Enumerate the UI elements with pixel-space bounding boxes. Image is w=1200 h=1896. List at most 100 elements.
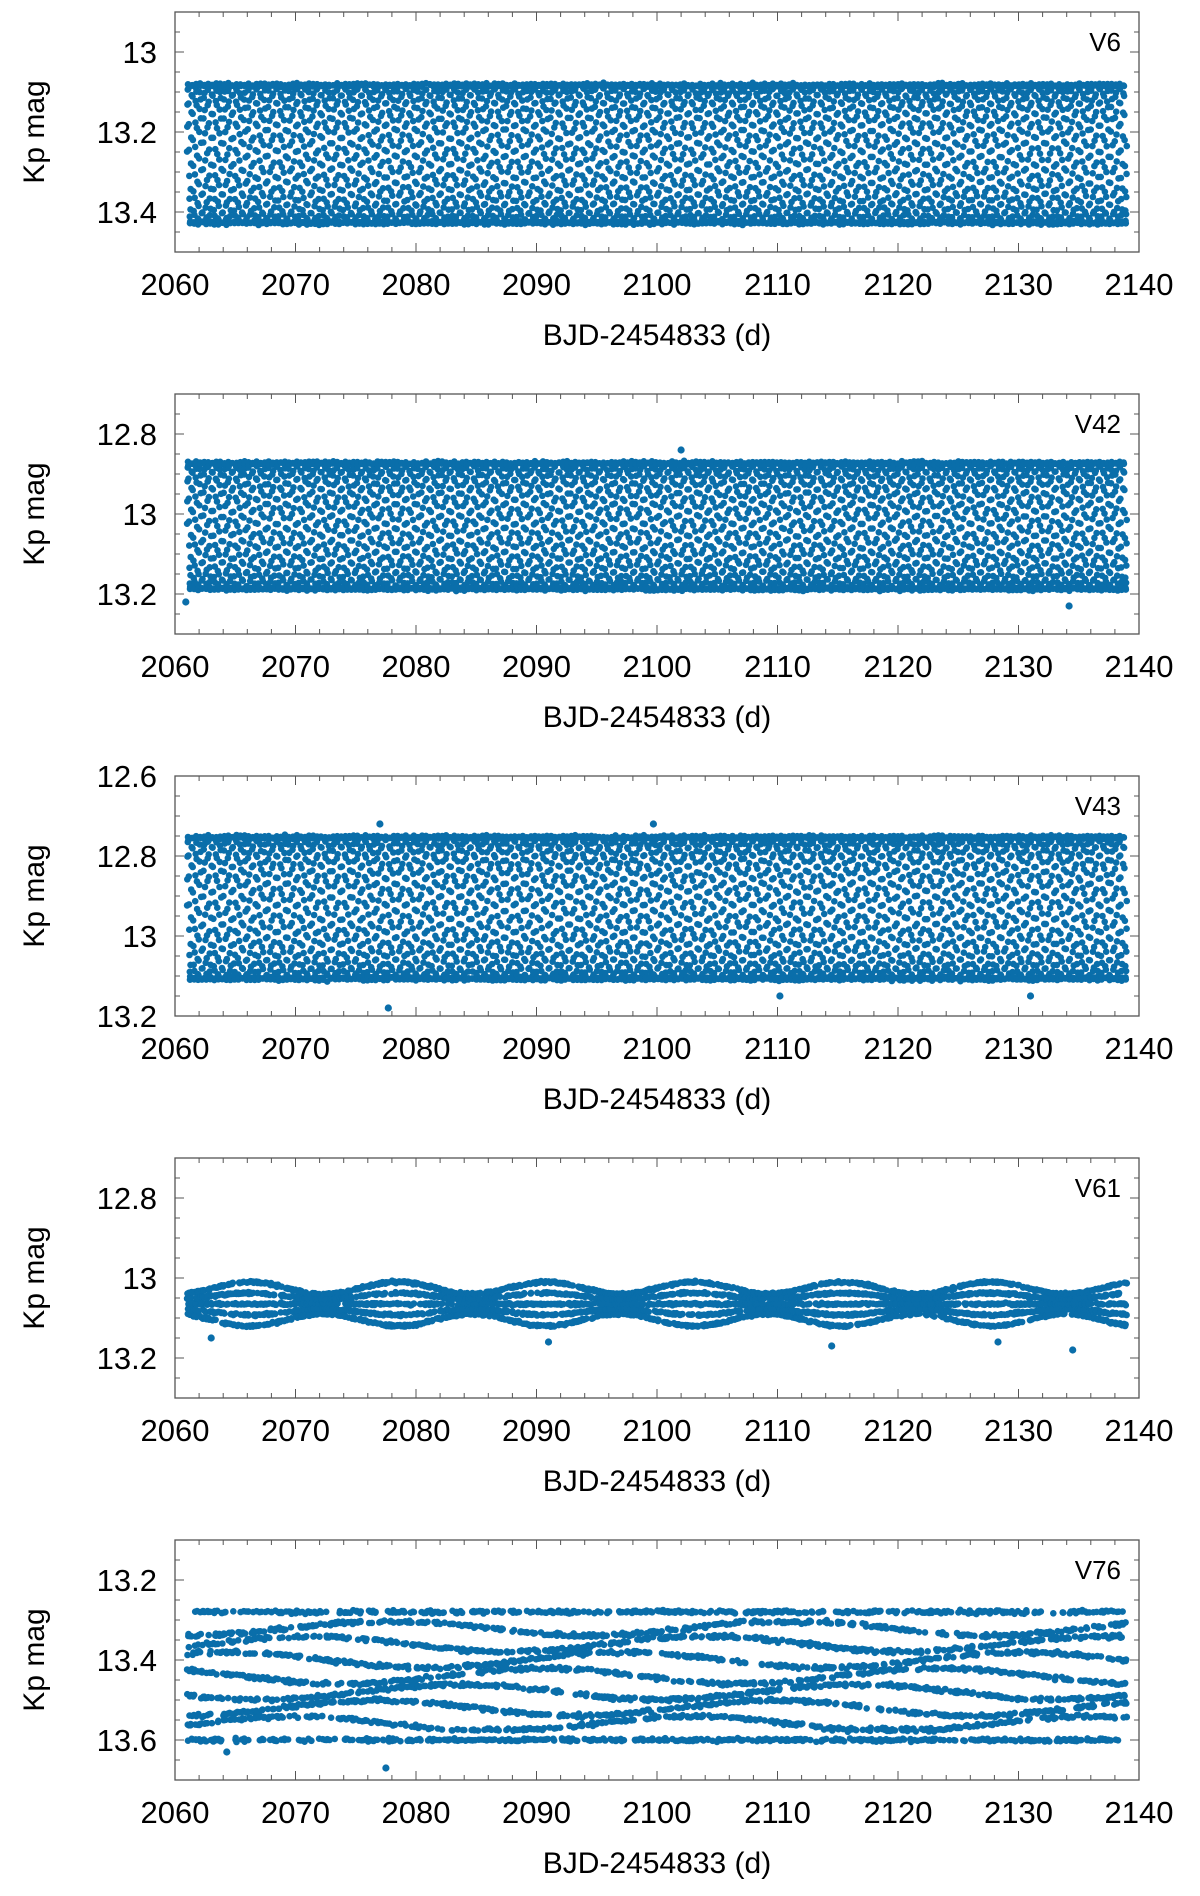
data-point	[320, 516, 328, 524]
data-point	[335, 541, 342, 549]
data-point	[917, 177, 925, 184]
x-tick-label: 2140	[1105, 649, 1174, 684]
data-point	[1042, 167, 1050, 174]
data-point	[1121, 188, 1129, 195]
data-point	[562, 181, 570, 189]
data-point	[786, 157, 794, 164]
data-point	[403, 99, 410, 106]
data-point	[865, 169, 872, 177]
data-point	[330, 106, 338, 113]
data-point	[269, 90, 277, 98]
data-point	[427, 110, 435, 118]
data-point	[274, 520, 282, 528]
data-point	[255, 551, 263, 559]
data-point	[667, 144, 675, 151]
data-point	[348, 191, 356, 199]
data-point	[1101, 137, 1108, 144]
data-point	[1079, 130, 1086, 137]
data-point	[280, 539, 288, 547]
data-point	[631, 153, 638, 160]
data-point	[300, 540, 308, 547]
data-point	[657, 108, 664, 115]
data-point	[940, 170, 947, 178]
data-point	[308, 165, 316, 173]
data-point	[621, 149, 628, 156]
x-tick-label: 2120	[864, 649, 933, 684]
star-label: V6	[1089, 27, 1121, 57]
data-point	[528, 131, 535, 138]
data-point	[647, 194, 654, 201]
data-point	[744, 164, 751, 172]
data-point	[249, 484, 257, 492]
data-point	[586, 191, 594, 199]
data-point	[950, 130, 957, 137]
data-point	[209, 110, 217, 118]
data-point	[375, 170, 383, 178]
data-point	[947, 100, 955, 108]
data-point	[899, 120, 906, 127]
data-point	[215, 202, 223, 210]
data-point	[409, 540, 417, 547]
data-point	[1028, 145, 1036, 152]
data-point	[419, 157, 427, 164]
data-point	[1121, 136, 1128, 144]
data-point	[868, 200, 876, 208]
data-point	[933, 191, 941, 198]
data-point	[909, 181, 916, 188]
y-tick-label: 13.4	[97, 195, 157, 230]
data-point	[314, 98, 321, 106]
data-point	[342, 101, 350, 108]
data-point	[1024, 130, 1032, 137]
data-point	[206, 195, 213, 202]
data-point	[1123, 193, 1130, 201]
data-point	[984, 158, 991, 166]
data-point	[1042, 140, 1050, 147]
data-point	[919, 120, 927, 127]
data-point	[345, 107, 353, 114]
data-point	[278, 486, 285, 494]
data-point	[903, 135, 911, 143]
y-tick-label: 13	[123, 497, 157, 532]
data-point	[502, 152, 509, 160]
data-point	[448, 206, 456, 213]
data-point	[730, 197, 738, 204]
data-point	[230, 160, 237, 168]
data-point	[740, 153, 747, 161]
data-point	[824, 167, 832, 174]
data-point	[1113, 131, 1120, 138]
data-point	[1113, 158, 1120, 165]
data-point	[746, 157, 753, 165]
data-point	[1049, 170, 1056, 178]
data-point	[288, 510, 296, 518]
data-point	[289, 112, 296, 120]
data-point	[1112, 108, 1120, 115]
data-point	[358, 484, 366, 492]
data-point	[621, 123, 628, 130]
data-point	[438, 115, 445, 123]
data-point	[720, 103, 728, 110]
data-point	[889, 127, 897, 135]
data-point	[189, 136, 197, 144]
data-point	[199, 559, 207, 566]
data-point	[448, 186, 455, 194]
data-point	[334, 98, 342, 105]
data-point	[1103, 168, 1110, 176]
data-point	[260, 141, 268, 149]
data-point	[552, 119, 560, 127]
data-point	[994, 142, 1002, 149]
data-point	[536, 136, 544, 143]
data-point	[385, 131, 393, 139]
data-point	[230, 134, 237, 142]
data-point	[244, 500, 252, 507]
data-point	[345, 527, 352, 535]
data-point	[1046, 177, 1054, 184]
data-point	[311, 552, 318, 559]
data-point	[528, 158, 536, 165]
data-point	[1083, 169, 1090, 176]
data-point	[474, 130, 481, 138]
data-point	[427, 136, 435, 144]
data-point	[315, 543, 322, 550]
data-point	[325, 89, 333, 96]
data-point	[461, 200, 469, 207]
